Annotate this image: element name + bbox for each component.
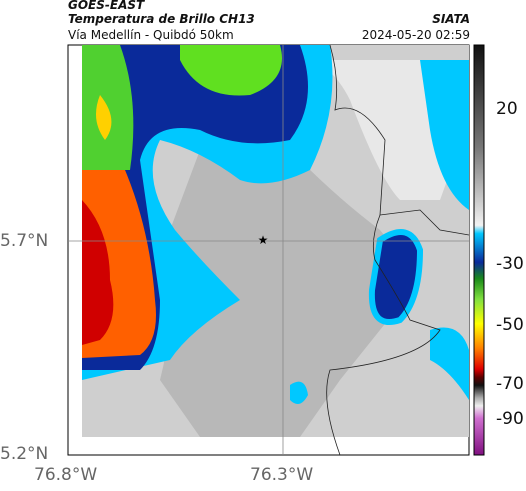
- colorbar-tick: -70: [496, 374, 524, 394]
- colorbar: [473, 44, 485, 456]
- y-label: 5.2°N: [0, 444, 49, 464]
- route: Vía Medellín - Quibdó 50km: [68, 28, 234, 42]
- cloud-top: [96, 95, 112, 140]
- cloud-cold: [368, 229, 424, 325]
- cloud-top: [180, 45, 282, 96]
- cloud-cold: [430, 327, 469, 400]
- cloud-cold: [420, 60, 469, 210]
- border: [379, 209, 470, 236]
- cloud-cold: [290, 381, 308, 404]
- x-label: 76.3°W: [250, 465, 314, 485]
- x-label: 76.8°W: [34, 465, 98, 485]
- datetime: 2024-05-20 02:59: [361, 28, 470, 42]
- colorbar-tick: -30: [496, 254, 524, 274]
- product: Temperatura de Brillo CH13: [68, 12, 255, 26]
- colorbar-tick: -90: [496, 409, 524, 429]
- colorbar-tick: 20: [496, 99, 518, 119]
- cloud: [160, 150, 420, 437]
- cloud-top: [82, 200, 114, 345]
- source: SIATA: [432, 12, 470, 26]
- colorbar-tick: -50: [496, 315, 524, 335]
- y-label: 5.7°N: [0, 231, 49, 251]
- border: [326, 44, 441, 456]
- satellite: GOES-EAST: [68, 0, 145, 12]
- marker: ★: [258, 233, 269, 247]
